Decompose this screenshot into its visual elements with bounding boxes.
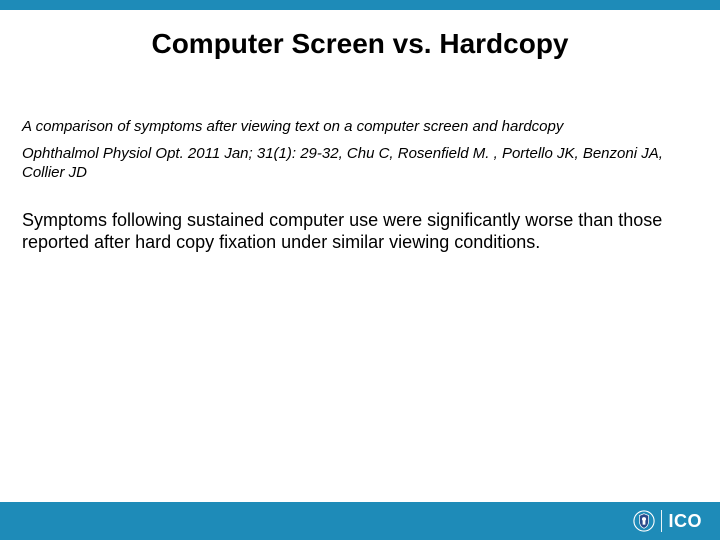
shield-badge-icon [633,510,655,532]
logo-divider [661,510,662,532]
footer-bar: ICO [0,502,720,540]
slide-content: A comparison of symptoms after viewing t… [0,118,720,254]
summary-text: Symptoms following sustained computer us… [22,209,698,254]
paper-subtitle: A comparison of symptoms after viewing t… [22,118,698,135]
slide-title: Computer Screen vs. Hardcopy [0,28,720,60]
org-abbrev: ICO [668,511,702,532]
accent-top-bar [0,0,720,10]
org-logo: ICO [633,510,702,532]
paper-citation: Ophthalmol Physiol Opt. 2011 Jan; 31(1):… [22,145,698,183]
